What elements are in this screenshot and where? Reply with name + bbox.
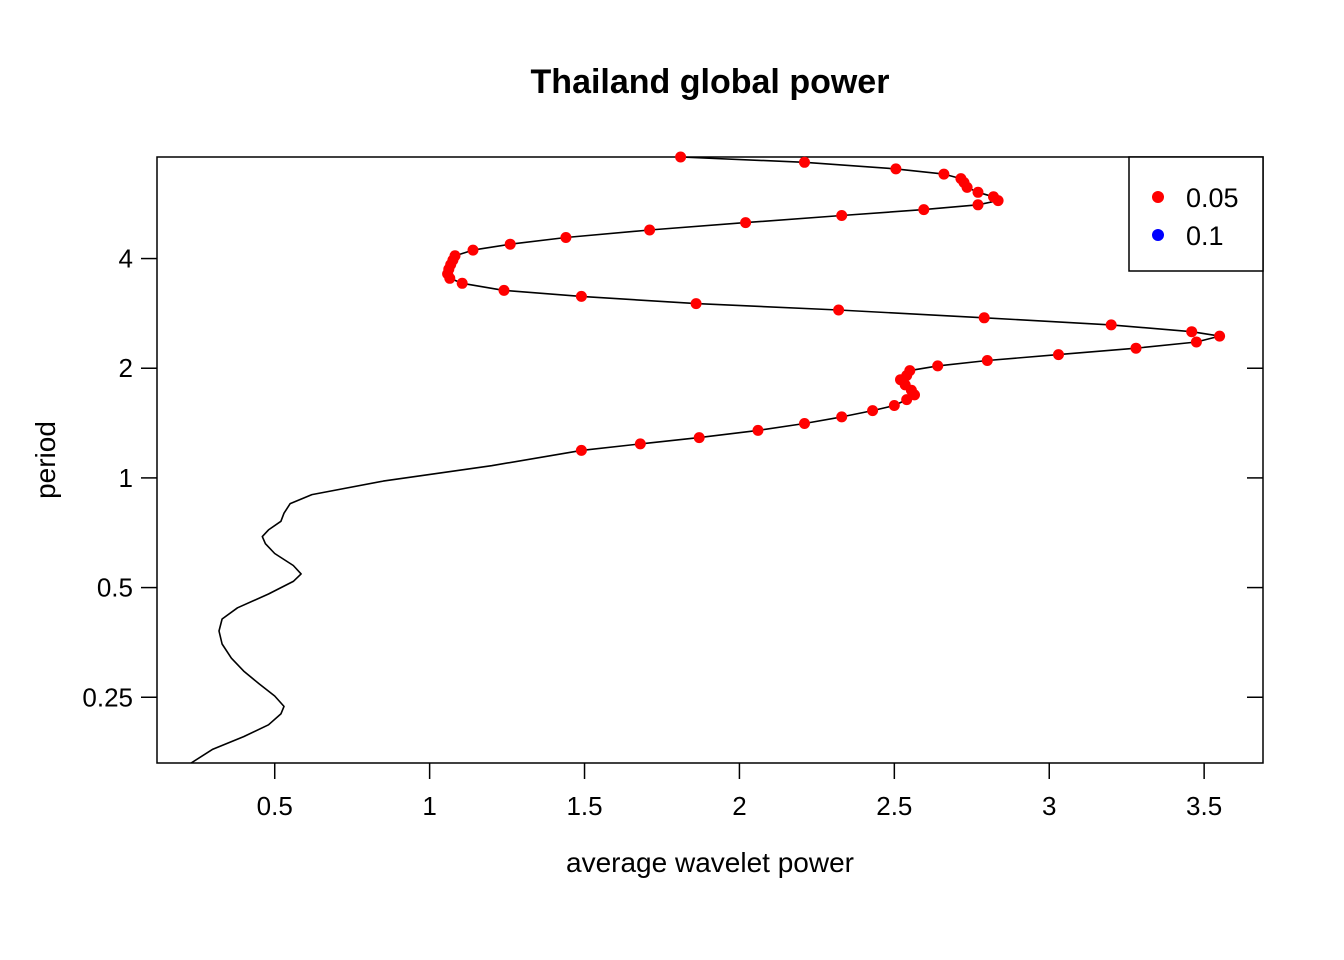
y-axis-ticks: 0.25 0.5 1 2 4 <box>82 244 1263 712</box>
chart-title: Thailand global power <box>531 63 890 101</box>
significant-point-0.05 <box>740 217 752 229</box>
significant-point-0.05 <box>456 277 468 289</box>
significant-point-0.05 <box>972 186 984 198</box>
significant-point-0.05 <box>799 418 810 429</box>
significant-point-0.05 <box>836 210 848 221</box>
significant-point-0.05 <box>1105 319 1117 331</box>
plot-frame <box>156 156 1264 764</box>
x-axis-label: average wavelet power <box>566 847 854 878</box>
significant-point-0.05 <box>1053 349 1064 361</box>
significant-point-0.05 <box>560 232 572 243</box>
significant-point-0.05 <box>675 151 687 163</box>
significant-point-0.05 <box>1214 330 1226 342</box>
significant-point-0.05 <box>1190 336 1202 348</box>
y-axis-label: period <box>30 421 61 499</box>
significant-point-0.05 <box>575 444 587 456</box>
significant-point-0.05 <box>634 438 646 450</box>
significant-point-0.05 <box>833 304 845 316</box>
significant-point-0.05 <box>932 360 944 372</box>
x-tick-label: 2 <box>732 791 746 821</box>
y-tick-label: 1 <box>119 463 133 493</box>
significant-point-0.05 <box>449 250 461 262</box>
significant-point-0.05 <box>467 244 479 256</box>
x-tick-label: 2.5 <box>876 791 912 821</box>
legend-marker-0.05 <box>1152 191 1164 203</box>
legend-box <box>1128 156 1264 272</box>
legend-label-0.05: 0.05 <box>1186 183 1239 213</box>
y-tick-label: 4 <box>119 244 133 274</box>
significant-point-0.05 <box>955 173 967 185</box>
significant-point-0.05 <box>978 312 990 324</box>
significant-point-0.05 <box>972 199 984 211</box>
significant-point-0.05 <box>938 168 950 180</box>
significant-point-0.05 <box>752 424 764 436</box>
significant-point-0.05 <box>504 238 516 250</box>
significant-point-0.05 <box>836 411 848 423</box>
x-tick-label: 1 <box>422 791 436 821</box>
significant-point-0.05 <box>981 355 993 366</box>
x-tick-label: 0.5 <box>257 791 293 821</box>
x-tick-label: 3.5 <box>1186 791 1222 821</box>
significant-point-0.05 <box>918 204 930 216</box>
y-tick-label: 2 <box>119 353 133 383</box>
significant-point-0.05 <box>988 191 999 203</box>
significant-point-0.05 <box>1186 326 1198 338</box>
significant-point-0.05 <box>693 432 705 444</box>
significant-point-0.05 <box>904 365 916 377</box>
significant-point-0.05 <box>867 405 879 417</box>
x-tick-label: 1.5 <box>566 791 602 821</box>
x-tick-label: 3 <box>1042 791 1056 821</box>
legend: 0.05 0.1 <box>1128 156 1264 272</box>
significant-point-0.05 <box>498 284 510 296</box>
significant-point-0.05 <box>890 163 902 175</box>
significant-point-0.05 <box>575 290 587 302</box>
y-tick-label: 0.25 <box>82 682 133 712</box>
x-axis-ticks: 0.5 1 1.5 2 2.5 3 3.5 <box>257 763 1222 821</box>
significant-point-0.05 <box>1130 342 1142 354</box>
legend-label-0.1: 0.1 <box>1186 221 1224 251</box>
legend-marker-0.1 <box>1152 229 1164 241</box>
significant-point-0.05 <box>888 400 900 411</box>
significant-point-0.05 <box>799 156 810 168</box>
significant-point-0.05 <box>644 224 656 236</box>
plot-area <box>190 151 1226 764</box>
y-tick-label: 0.5 <box>97 573 133 603</box>
significant-point-0.05 <box>690 298 702 310</box>
